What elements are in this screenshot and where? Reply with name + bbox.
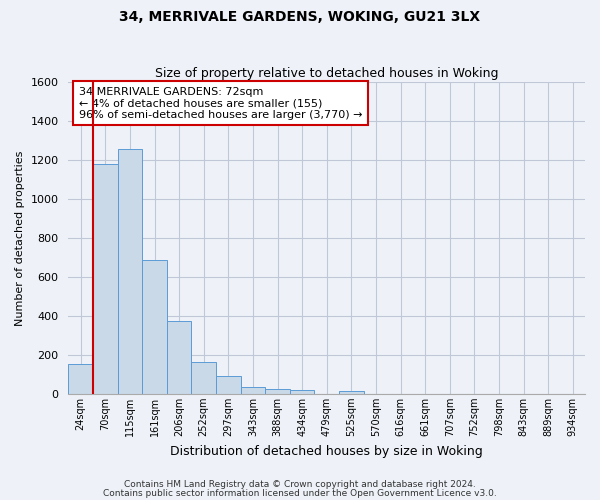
Y-axis label: Number of detached properties: Number of detached properties <box>15 150 25 326</box>
Text: 34, MERRIVALE GARDENS, WOKING, GU21 3LX: 34, MERRIVALE GARDENS, WOKING, GU21 3LX <box>119 10 481 24</box>
Text: 34 MERRIVALE GARDENS: 72sqm
← 4% of detached houses are smaller (155)
96% of sem: 34 MERRIVALE GARDENS: 72sqm ← 4% of deta… <box>79 86 362 120</box>
Bar <box>339 391 364 394</box>
Bar <box>93 164 118 394</box>
Bar <box>167 321 191 394</box>
Bar <box>265 389 290 394</box>
Bar <box>118 150 142 394</box>
Bar <box>241 387 265 394</box>
Bar <box>290 390 314 394</box>
Title: Size of property relative to detached houses in Woking: Size of property relative to detached ho… <box>155 66 499 80</box>
Text: Contains HM Land Registry data © Crown copyright and database right 2024.: Contains HM Land Registry data © Crown c… <box>124 480 476 489</box>
Text: Contains public sector information licensed under the Open Government Licence v3: Contains public sector information licen… <box>103 489 497 498</box>
X-axis label: Distribution of detached houses by size in Woking: Distribution of detached houses by size … <box>170 444 483 458</box>
Bar <box>191 362 216 394</box>
Bar <box>216 376 241 394</box>
Bar <box>142 260 167 394</box>
Bar <box>68 364 93 394</box>
